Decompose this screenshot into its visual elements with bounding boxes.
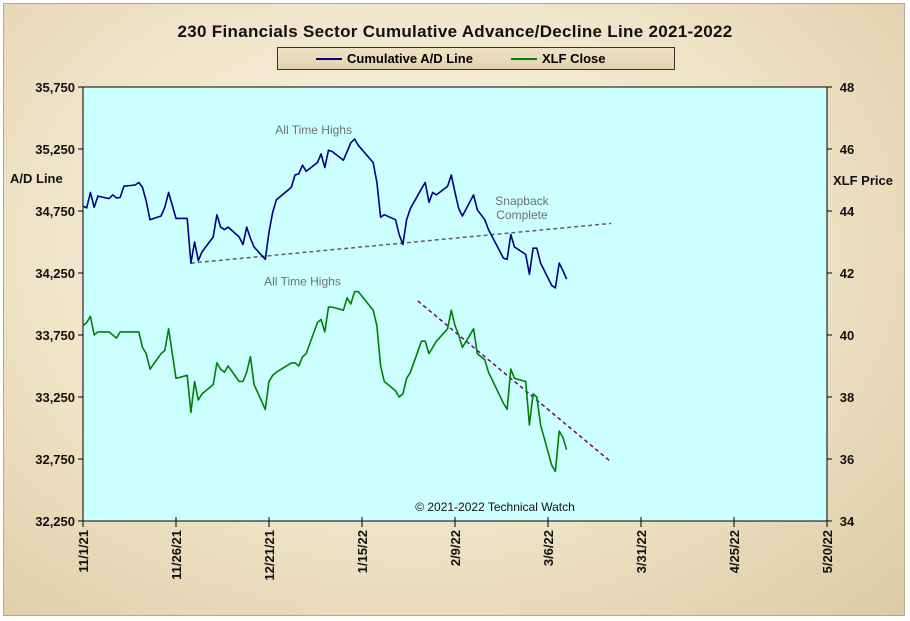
chart-title: 230 Financials Sector Cumulative Advance… <box>177 22 733 41</box>
copyright-label: © 2021-2022 Technical Watch <box>415 500 575 514</box>
legend: Cumulative A/D Line XLF Close <box>277 47 675 70</box>
x-tick-label: 4/25/22 <box>727 530 742 573</box>
legend-swatch-ad-line <box>316 57 342 60</box>
legend-label-xlf-close: XLF Close <box>541 51 606 66</box>
y-right-axis-title: XLF Price <box>833 173 893 188</box>
plot-area <box>82 86 828 522</box>
y-left-tick-label: 34,750 <box>35 204 75 219</box>
y-left-tick-label: 33,250 <box>35 390 75 405</box>
series-line-ad-line <box>82 138 568 289</box>
x-tick-label: 2/9/22 <box>448 530 463 566</box>
y-right-tick-label: 44 <box>840 204 855 219</box>
y-right-tick-label: 48 <box>840 80 854 95</box>
y-left-tick-label: 33,750 <box>35 328 75 343</box>
trendline-0 <box>190 222 612 264</box>
series-line-xlf-close <box>82 290 568 473</box>
y-left-tick-label: 32,750 <box>35 452 75 467</box>
legend-swatch-xlf-close <box>510 57 537 60</box>
annotation-label: All Time Highs <box>264 274 341 288</box>
annotation-label: Snapback <box>495 194 549 208</box>
y-right-tick-label: 36 <box>840 452 854 467</box>
annotation-label: Complete <box>496 208 548 222</box>
y-left-axis-title: A/D Line <box>10 171 63 186</box>
annotation-label: All Time Highs <box>275 123 352 137</box>
legend-label-ad-line: Cumulative A/D Line <box>347 51 473 66</box>
y-right-tick-label: 34 <box>840 514 855 529</box>
x-tick-label: 3/6/22 <box>541 530 556 566</box>
y-right-tick-label: 40 <box>840 328 854 343</box>
y-left-tick-label: 32,250 <box>35 514 75 529</box>
y-right-tick-label: 46 <box>840 142 854 157</box>
y-left-tick-label: 34,250 <box>35 266 75 281</box>
legend-item-ad-line: Cumulative A/D Line <box>316 51 473 66</box>
legend-item-xlf-close: XLF Close <box>510 51 606 66</box>
x-tick-label: 3/31/22 <box>634 530 649 573</box>
y-right-tick-label: 38 <box>840 390 854 405</box>
y-left-tick-label: 35,250 <box>35 142 75 157</box>
x-tick-label: 12/21/21 <box>262 530 277 581</box>
y-right-tick-label: 42 <box>840 266 854 281</box>
x-tick-label: 11/1/21 <box>76 530 91 573</box>
x-tick-label: 11/26/21 <box>169 530 184 580</box>
x-tick-label: 1/15/22 <box>355 530 370 573</box>
x-tick-label: 5/20/22 <box>820 530 835 573</box>
y-left-tick-label: 35,750 <box>35 80 75 95</box>
